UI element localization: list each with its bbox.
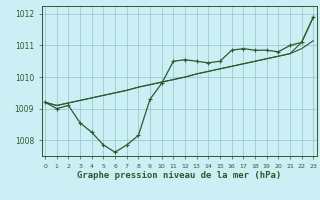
X-axis label: Graphe pression niveau de la mer (hPa): Graphe pression niveau de la mer (hPa) — [77, 171, 281, 180]
